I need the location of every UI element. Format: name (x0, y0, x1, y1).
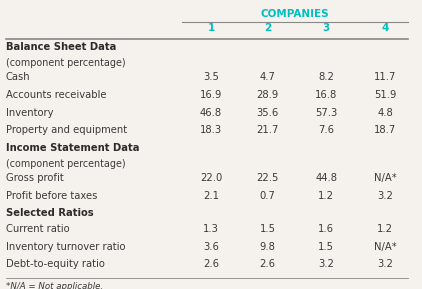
Text: 18.3: 18.3 (200, 125, 222, 135)
Text: 4.7: 4.7 (260, 72, 276, 82)
Text: 57.3: 57.3 (315, 108, 338, 118)
Text: 22.0: 22.0 (200, 173, 222, 183)
Text: 2.1: 2.1 (203, 191, 219, 201)
Text: 51.9: 51.9 (374, 90, 396, 100)
Text: 1.3: 1.3 (203, 224, 219, 234)
Text: 2.6: 2.6 (260, 259, 276, 269)
Text: 35.6: 35.6 (257, 108, 279, 118)
Text: 1.2: 1.2 (377, 224, 393, 234)
Text: 4.8: 4.8 (377, 108, 393, 118)
Text: 18.7: 18.7 (374, 125, 396, 135)
Text: 46.8: 46.8 (200, 108, 222, 118)
Text: 7.6: 7.6 (318, 125, 334, 135)
Text: Profit before taxes: Profit before taxes (5, 191, 97, 201)
Text: 28.9: 28.9 (257, 90, 279, 100)
Text: 1.5: 1.5 (318, 242, 334, 251)
Text: 44.8: 44.8 (315, 173, 337, 183)
Text: 22.5: 22.5 (257, 173, 279, 183)
Text: Inventory: Inventory (5, 108, 53, 118)
Text: 3.5: 3.5 (203, 72, 219, 82)
Text: Gross profit: Gross profit (5, 173, 63, 183)
Text: Debt-to-equity ratio: Debt-to-equity ratio (5, 259, 105, 269)
Text: (component percentage): (component percentage) (5, 58, 125, 68)
Text: 8.2: 8.2 (318, 72, 334, 82)
Text: 3.2: 3.2 (377, 191, 393, 201)
Text: 2: 2 (264, 23, 271, 33)
Text: 3.6: 3.6 (203, 242, 219, 251)
Text: Accounts receivable: Accounts receivable (5, 90, 106, 100)
Text: 1.5: 1.5 (260, 224, 276, 234)
Text: 0.7: 0.7 (260, 191, 276, 201)
Text: 3: 3 (323, 23, 330, 33)
Text: N/A*: N/A* (373, 173, 396, 183)
Text: COMPANIES: COMPANIES (260, 9, 329, 19)
Text: 16.9: 16.9 (200, 90, 222, 100)
Text: 1.2: 1.2 (318, 191, 334, 201)
Text: 16.8: 16.8 (315, 90, 338, 100)
Text: N/A*: N/A* (373, 242, 396, 251)
Text: 11.7: 11.7 (374, 72, 396, 82)
Text: Inventory turnover ratio: Inventory turnover ratio (5, 242, 125, 251)
Text: 3.2: 3.2 (318, 259, 334, 269)
Text: 1.6: 1.6 (318, 224, 334, 234)
Text: 4: 4 (381, 23, 389, 33)
Text: Income Statement Data: Income Statement Data (5, 143, 139, 153)
Text: Balance Sheet Data: Balance Sheet Data (5, 42, 116, 52)
Text: 9.8: 9.8 (260, 242, 276, 251)
Text: 2.6: 2.6 (203, 259, 219, 269)
Text: 3.2: 3.2 (377, 259, 393, 269)
Text: Cash: Cash (5, 72, 30, 82)
Text: Current ratio: Current ratio (5, 224, 69, 234)
Text: *N/A = Not applicable.: *N/A = Not applicable. (5, 282, 103, 289)
Text: Property and equipment: Property and equipment (5, 125, 127, 135)
Text: Selected Ratios: Selected Ratios (5, 208, 93, 218)
Text: (component percentage): (component percentage) (5, 158, 125, 168)
Text: 1: 1 (207, 23, 215, 33)
Text: 21.7: 21.7 (257, 125, 279, 135)
